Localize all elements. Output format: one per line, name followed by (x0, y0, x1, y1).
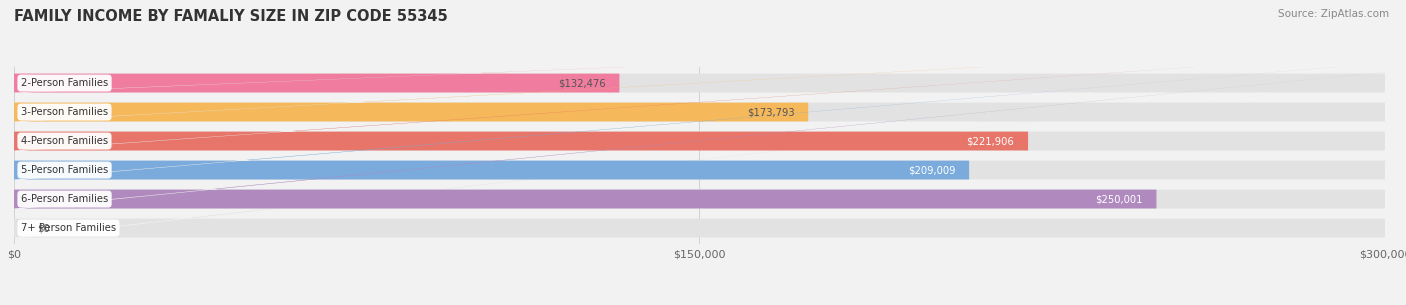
Text: $132,476: $132,476 (558, 78, 606, 88)
PathPatch shape (14, 0, 1385, 305)
PathPatch shape (14, 0, 808, 305)
Text: 7+ Person Families: 7+ Person Families (21, 223, 117, 233)
Text: $250,001: $250,001 (1095, 194, 1143, 204)
Text: $209,009: $209,009 (908, 165, 956, 175)
Text: 2-Person Families: 2-Person Families (21, 78, 108, 88)
PathPatch shape (14, 0, 1385, 305)
PathPatch shape (14, 0, 1385, 305)
PathPatch shape (14, 0, 1385, 305)
PathPatch shape (14, 0, 1385, 305)
PathPatch shape (14, 0, 1385, 305)
PathPatch shape (14, 0, 620, 305)
Text: 4-Person Families: 4-Person Families (21, 136, 108, 146)
Text: $0: $0 (37, 223, 49, 233)
Text: 6-Person Families: 6-Person Families (21, 194, 108, 204)
Text: $173,793: $173,793 (747, 107, 794, 117)
Text: FAMILY INCOME BY FAMALIY SIZE IN ZIP CODE 55345: FAMILY INCOME BY FAMALIY SIZE IN ZIP COD… (14, 9, 447, 24)
Text: Source: ZipAtlas.com: Source: ZipAtlas.com (1278, 9, 1389, 19)
Text: $221,906: $221,906 (966, 136, 1014, 146)
PathPatch shape (14, 0, 1028, 305)
PathPatch shape (14, 0, 1157, 305)
PathPatch shape (14, 0, 969, 305)
Text: 5-Person Families: 5-Person Families (21, 165, 108, 175)
Text: 3-Person Families: 3-Person Families (21, 107, 108, 117)
